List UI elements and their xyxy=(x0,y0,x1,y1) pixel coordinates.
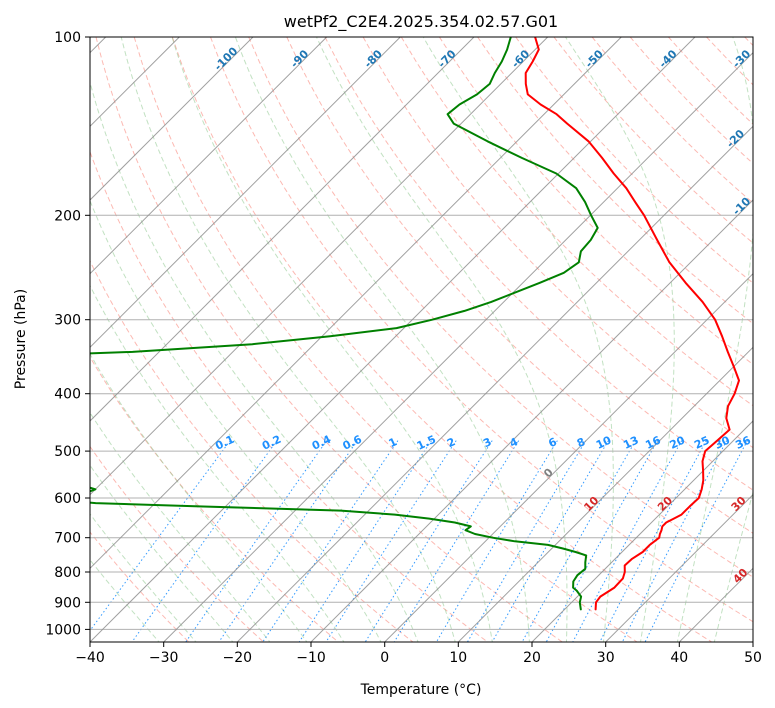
moist-adiabat-line xyxy=(90,464,234,642)
dry-adiabat-line xyxy=(286,37,753,534)
profile-line-1 xyxy=(90,37,599,611)
mixing-ratio-line xyxy=(131,440,278,642)
isotherm-line xyxy=(90,37,549,496)
x-tick-label: 20 xyxy=(523,650,541,666)
pressure-gridlines xyxy=(90,37,753,630)
chart-title: wetPf2_C2E4.2025.354.02.57.G01 xyxy=(284,12,558,32)
y-tick-label: 900 xyxy=(54,595,81,611)
y-tick-label: 300 xyxy=(54,313,81,329)
y-tick-label: 800 xyxy=(54,565,81,581)
mixing-ratio-line xyxy=(621,440,728,642)
mixing-ratio-label: 10 xyxy=(594,433,614,451)
y-axis: 100 200 300 400 500 600 700 800 900 1000 xyxy=(45,30,90,638)
isotherm-line xyxy=(163,51,753,642)
mixing-ratio-label: 13 xyxy=(621,434,640,452)
x-tick-label: −30 xyxy=(149,650,179,666)
isotherms-layer xyxy=(90,37,753,642)
isotherm-line xyxy=(90,37,401,349)
isotherm-line xyxy=(457,346,753,642)
mixing-ratio-label: 20 xyxy=(668,433,688,451)
isotherm-line xyxy=(384,272,753,642)
moist-adiabat-line xyxy=(90,513,197,642)
mixing-ratio-line xyxy=(298,440,432,642)
dry-adiabat-line xyxy=(133,37,638,642)
x-tick-label: −20 xyxy=(223,650,253,666)
mixing-ratio-line xyxy=(491,440,609,642)
mixing-ratio-label: 36 xyxy=(733,433,753,451)
x-axis-title: Temperature (°C) xyxy=(360,682,482,698)
mixing-ratio-line xyxy=(435,440,558,642)
x-axis: −40 −30 −20 −10 0 10 20 30 40 50 xyxy=(75,642,762,666)
mixing-ratio-line xyxy=(545,440,659,642)
isotherm-line xyxy=(236,125,753,642)
mixing-ratio-line xyxy=(262,440,399,642)
dry-adiabat-line xyxy=(90,150,489,642)
x-tick-label: −10 xyxy=(296,650,326,666)
x-tick-label: 10 xyxy=(449,650,467,666)
x-tick-label: 30 xyxy=(597,650,615,666)
y-tick-label: 400 xyxy=(54,387,81,403)
x-tick-label: 50 xyxy=(744,650,762,666)
mixing-ratio-label: 25 xyxy=(692,434,711,452)
isotherm-line xyxy=(90,37,475,422)
dry-adiabat-line xyxy=(248,37,753,578)
y-tick-label: 1000 xyxy=(45,622,81,638)
y-tick-label: 200 xyxy=(54,208,81,224)
x-tick-label: 40 xyxy=(670,650,688,666)
y-axis-title: Pressure (hPa) xyxy=(13,289,29,389)
mixing-ratio-line xyxy=(325,440,457,642)
mixing-ratio-line xyxy=(185,440,328,642)
y-tick-label: 100 xyxy=(54,30,81,46)
isotherm-line xyxy=(90,37,328,275)
moist-adiabat-line xyxy=(90,80,419,642)
dry-adiabat-line xyxy=(324,37,753,491)
mixing-ratio-line xyxy=(644,440,748,642)
isotherm-line xyxy=(90,37,622,570)
isotherm-line xyxy=(531,420,753,642)
isotherm-line xyxy=(90,37,254,201)
mixing-ratio-label: 16 xyxy=(643,433,663,451)
y-tick-label: 700 xyxy=(54,531,81,547)
y-tick-label: 600 xyxy=(54,491,81,507)
mixing-ratio-line xyxy=(521,440,637,642)
mixing-ratio-line xyxy=(364,440,493,642)
y-tick-label: 500 xyxy=(54,444,81,460)
mixing-ratio-label: 30 xyxy=(713,433,733,451)
x-tick-label: −40 xyxy=(75,650,105,666)
isotherm-line xyxy=(310,199,753,642)
isotherm-line xyxy=(605,493,753,642)
x-tick-label: 0 xyxy=(380,650,389,666)
profile-line-0 xyxy=(524,37,740,611)
moist-adiabat-line xyxy=(90,411,271,642)
moist-adiabat-line xyxy=(90,353,308,642)
profile-series xyxy=(90,37,740,611)
moist-adiabat-line xyxy=(90,199,382,642)
isotherm-line xyxy=(90,37,696,642)
plot-frame xyxy=(89,36,754,643)
moist-adiabat-line xyxy=(90,559,160,642)
mixing-ratio-layer xyxy=(90,440,748,642)
